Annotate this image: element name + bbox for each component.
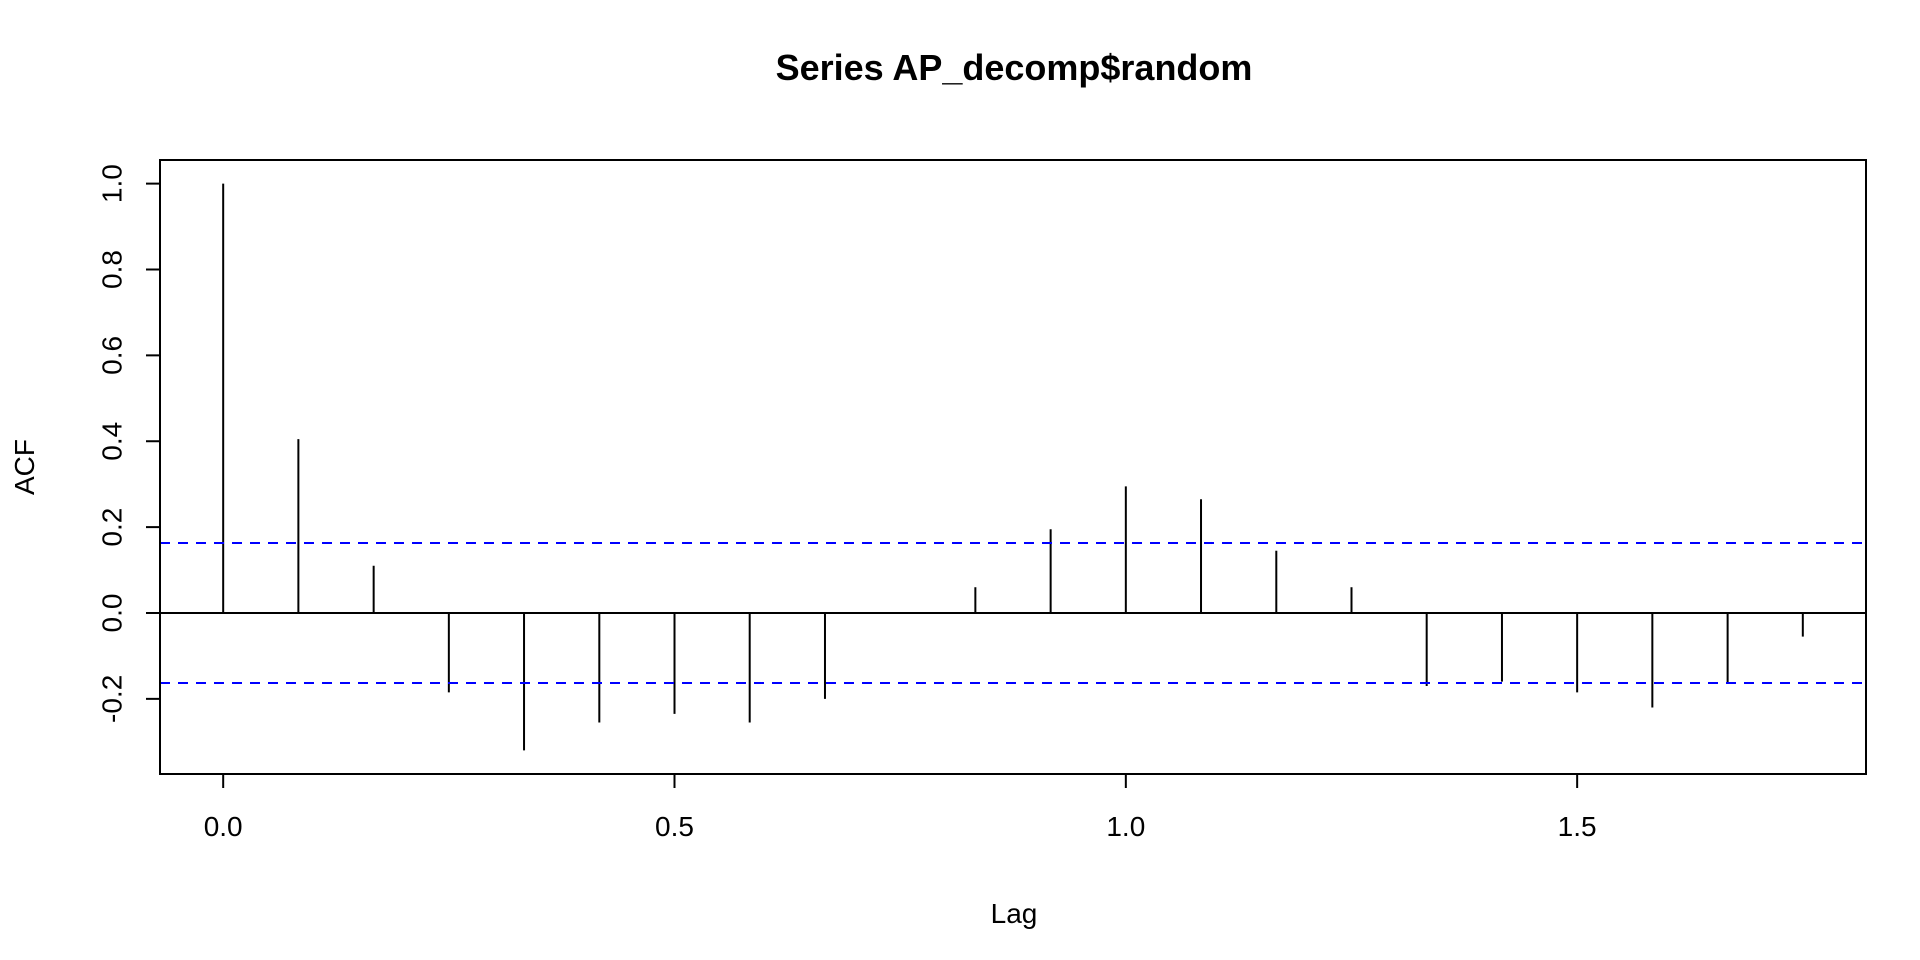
y-tick-label-5: 0.8 <box>97 250 128 289</box>
acf-spikes <box>160 183 1866 751</box>
plot-frame <box>159 159 1867 775</box>
y-tick-label-0: -0.2 <box>97 675 128 723</box>
x-tick-label-0: 0.0 <box>204 811 243 842</box>
y-tick-label-4: 0.6 <box>97 336 128 375</box>
y-tick-label-2: 0.2 <box>97 508 128 547</box>
y-tick-label-1: 0.0 <box>97 594 128 633</box>
x-tick-label-3: 1.5 <box>1558 811 1597 842</box>
y-tick-label-3: 0.4 <box>97 422 128 461</box>
confidence-bands <box>160 541 1866 684</box>
x-tick-label-1: 0.5 <box>655 811 694 842</box>
y-axis-label: ACF <box>9 439 40 495</box>
x-tick-label-2: 1.0 <box>1106 811 1145 842</box>
y-axis: -0.2 0.0 0.2 0.4 0.6 0.8 1.0 <box>97 164 161 723</box>
chart-title: Series AP_decomp$random <box>776 47 1253 88</box>
x-axis-label: Lag <box>991 898 1038 929</box>
x-axis: 0.0 0.5 1.0 1.5 <box>204 773 1597 842</box>
y-tick-label-6: 1.0 <box>97 164 128 203</box>
